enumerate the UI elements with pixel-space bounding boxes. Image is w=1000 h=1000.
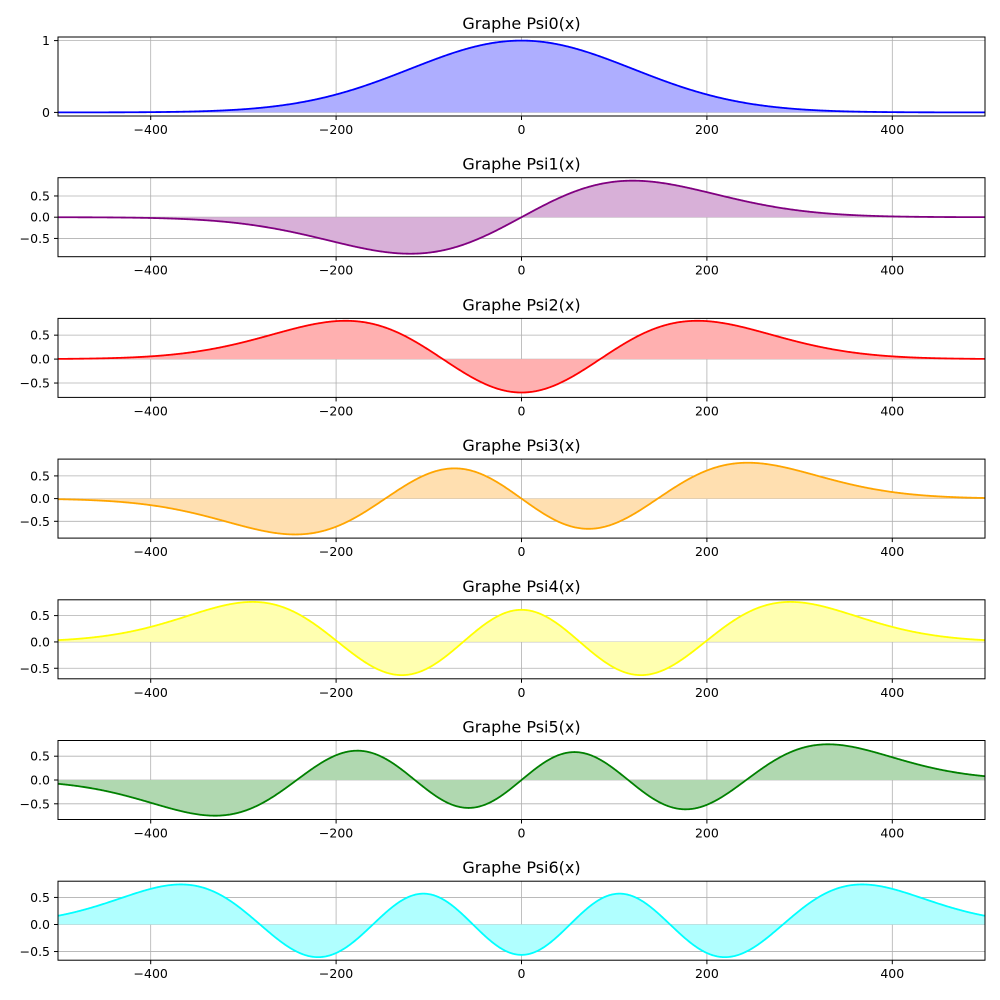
subplot-title: Graphe Psi1(x) [462, 155, 580, 174]
y-tick-label: −0.5 [20, 231, 50, 246]
area-fill-psi0 [58, 40, 985, 113]
x-tick-label: 0 [518, 544, 526, 559]
x-tick-label: 400 [880, 966, 904, 981]
x-tick-label: 0 [518, 966, 526, 981]
y-tick-label: −0.5 [20, 661, 50, 676]
y-tick-label: 0.5 [30, 188, 50, 203]
y-tick-label: −0.5 [20, 944, 50, 959]
x-tick-label: −200 [319, 544, 353, 559]
x-tick-label: 200 [695, 403, 719, 418]
x-tick-label: 0 [518, 263, 526, 278]
x-tick-label: −400 [134, 826, 168, 841]
y-tick-label: −0.5 [20, 514, 50, 529]
x-tick-label: −200 [319, 966, 353, 981]
subplot-psi0: −400 −200 0 200 400 0 1 Graphe Psi0(x) [42, 14, 986, 137]
series-line-psi0 [58, 39, 985, 114]
subplot-title: Graphe Psi2(x) [462, 295, 580, 314]
x-tick-label: 200 [695, 966, 719, 981]
x-tick-label: 400 [880, 544, 904, 559]
x-tick-label: −200 [319, 263, 353, 278]
series-line-psi6 [57, 883, 986, 959]
y-tick-label: 0.0 [30, 352, 50, 367]
y-tick-label: 0.0 [30, 773, 50, 788]
x-tick-label: −400 [134, 263, 168, 278]
y-tick-label: 1 [42, 33, 50, 48]
x-tick-label: 400 [880, 826, 904, 841]
y-tick-label: 0.5 [30, 468, 50, 483]
subplot-psi5: −400 −200 0 200 400 −0.5 0.0 0.5 Graphe Psi5(x) [20, 718, 986, 841]
y-tick-label: 0.0 [30, 491, 50, 506]
subplot-title: Graphe Psi0(x) [462, 14, 580, 33]
x-tick-label: 400 [880, 122, 904, 137]
x-tick-label: −400 [134, 685, 168, 700]
x-tick-label: 400 [880, 263, 904, 278]
y-tick-label: 0.0 [30, 917, 50, 932]
subplot-title: Graphe Psi3(x) [462, 436, 580, 455]
y-tick-label: 0.5 [30, 608, 50, 623]
subplot-psi3: −400 −200 0 200 400 −0.5 0.0 0.5 Graphe Psi3(x) [20, 436, 986, 559]
y-tick-label: 0.5 [30, 749, 50, 764]
subplot-title: Graphe Psi5(x) [462, 718, 580, 737]
subplot-title: Graphe Psi6(x) [462, 858, 580, 877]
y-tick-label: 0.5 [30, 890, 50, 905]
subplot-psi6: −400 −200 0 200 400 −0.5 0.0 0.5 Graphe Psi6(x) [20, 858, 986, 981]
x-tick-label: −400 [134, 966, 168, 981]
subplot-psi4: −400 −200 0 200 400 −0.5 0.0 0.5 Graphe Psi4(x) [20, 577, 986, 700]
area-fill-psi6 [58, 884, 985, 958]
series-line-psi5 [57, 743, 986, 817]
x-tick-label: 200 [695, 544, 719, 559]
x-tick-label: −200 [319, 826, 353, 841]
x-tick-label: 200 [695, 263, 719, 278]
y-tick-label: 0 [42, 105, 50, 120]
x-tick-label: −200 [319, 122, 353, 137]
series-line-psi3 [57, 461, 986, 536]
series-line-psi2 [57, 319, 986, 394]
x-tick-label: 0 [518, 403, 526, 418]
y-tick-label: −0.5 [20, 796, 50, 811]
x-tick-label: −400 [134, 544, 168, 559]
x-tick-label: −200 [319, 403, 353, 418]
area-fill-psi2 [58, 320, 985, 393]
x-tick-label: 200 [695, 122, 719, 137]
subplot-psi1: −400 −200 0 200 400 −0.5 0.0 0.5 Graphe Psi1(x) [20, 155, 986, 278]
x-tick-label: −400 [134, 403, 168, 418]
x-tick-label: 0 [518, 122, 526, 137]
area-fill-psi4 [58, 601, 985, 676]
y-tick-label: −0.5 [20, 376, 50, 391]
x-tick-label: 0 [518, 685, 526, 700]
y-tick-label: 0.5 [30, 328, 50, 343]
x-tick-label: 0 [518, 826, 526, 841]
y-tick-label: 0.0 [30, 210, 50, 225]
series-line-psi4 [57, 601, 986, 677]
y-tick-label: 0.0 [30, 634, 50, 649]
x-tick-label: 200 [695, 826, 719, 841]
x-tick-label: 400 [880, 685, 904, 700]
x-tick-label: 400 [880, 403, 904, 418]
x-tick-label: −200 [319, 685, 353, 700]
x-tick-label: −400 [134, 122, 168, 137]
subplot-title: Graphe Psi4(x) [462, 577, 580, 596]
series-line-psi1 [58, 179, 985, 255]
x-tick-label: 200 [695, 685, 719, 700]
subplot-psi2: −400 −200 0 200 400 −0.5 0.0 0.5 Graphe Psi2(x) [20, 295, 986, 418]
area-fill-psi3 [58, 462, 985, 535]
